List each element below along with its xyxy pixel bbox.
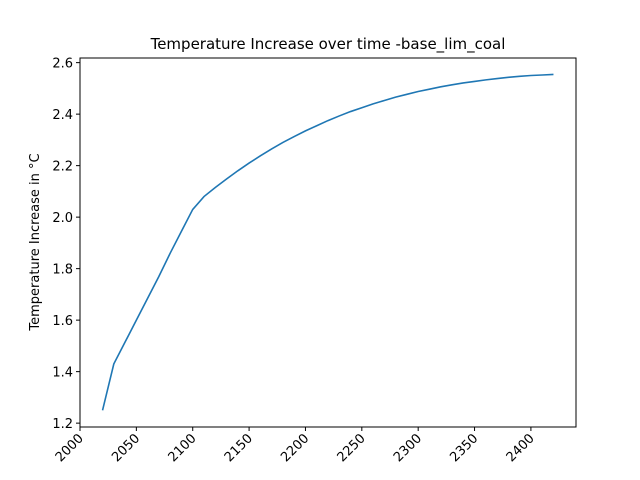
y-tick-label: 2.6 bbox=[52, 57, 73, 72]
x-tick-label: 2250 bbox=[335, 431, 369, 465]
line-series bbox=[101, 73, 554, 411]
x-tick-label: 2200 bbox=[278, 431, 312, 465]
chart-title: Temperature Increase over time -base_lim… bbox=[150, 35, 506, 54]
y-tick-label: 1.8 bbox=[52, 263, 73, 278]
x-tick-label: 2100 bbox=[166, 431, 200, 465]
x-tick-label: 2400 bbox=[504, 431, 538, 465]
y-axis-label: Temperature Increase in °C bbox=[28, 153, 43, 331]
y-tick-label: 2.0 bbox=[52, 211, 73, 226]
x-tick-label: 2000 bbox=[53, 431, 87, 465]
x-tick-label: 2300 bbox=[391, 431, 425, 465]
y-tick-label: 1.6 bbox=[52, 314, 73, 329]
x-tick-label: 2150 bbox=[222, 431, 256, 465]
plot-frame bbox=[79, 57, 577, 428]
y-tick-label: 2.4 bbox=[52, 108, 73, 123]
y-tick-label: 1.4 bbox=[52, 366, 73, 381]
x-tick-label: 2350 bbox=[447, 431, 481, 465]
y-tick-label: 2.2 bbox=[52, 160, 73, 175]
y-tick-label: 1.2 bbox=[52, 417, 73, 432]
x-tick-label: 2050 bbox=[109, 431, 143, 465]
